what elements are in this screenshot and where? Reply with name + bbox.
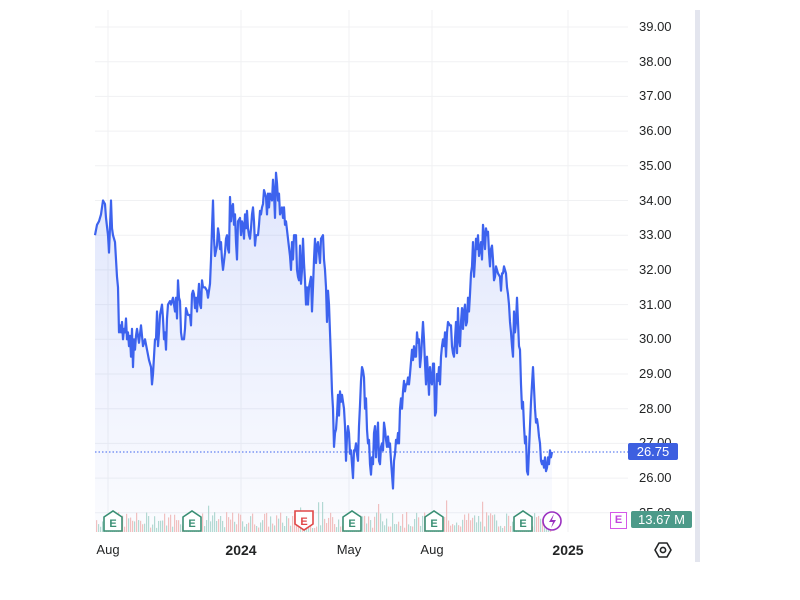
earnings-marker[interactable]: E <box>182 510 202 532</box>
y-tick-label: 33.00 <box>639 227 672 243</box>
earnings-marker[interactable]: E <box>103 510 123 532</box>
svg-text:E: E <box>348 518 355 530</box>
x-tick-label: Aug <box>420 542 444 557</box>
earnings-marker[interactable]: E <box>513 510 533 532</box>
svg-text:E: E <box>109 518 116 530</box>
settings-icon[interactable] <box>654 541 672 559</box>
x-tick-label: 2025 <box>552 542 584 558</box>
x-tick-label: May <box>336 542 362 557</box>
y-tick-label: 30.00 <box>639 331 672 347</box>
y-tick-label: 35.00 <box>639 157 672 173</box>
y-tick-label: 32.00 <box>639 261 672 277</box>
right-scrollbar[interactable] <box>695 10 700 562</box>
current-price-tag: 26.75 <box>628 443 678 460</box>
svg-text:E: E <box>430 518 437 530</box>
svg-text:E: E <box>519 518 526 530</box>
y-tick-label: 34.00 <box>639 192 672 208</box>
y-tick-label: 29.00 <box>639 366 672 381</box>
earnings-marker[interactable]: E <box>424 510 444 532</box>
volume-tag: 13.67 M <box>631 511 692 528</box>
x-tick-label: Aug <box>96 542 120 557</box>
y-tick-label: 31.00 <box>639 296 672 312</box>
y-tick-label: 38.00 <box>639 53 672 69</box>
y-tick-label: 28.00 <box>639 400 672 416</box>
upcoming-earnings-marker[interactable]: E <box>610 512 627 529</box>
y-tick-label: 39.00 <box>639 19 672 34</box>
y-tick-label: 36.00 <box>639 123 672 139</box>
y-tick-label: 26.00 <box>639 470 672 486</box>
price-area <box>95 172 552 532</box>
svg-text:E: E <box>188 518 195 530</box>
price-line <box>93 171 554 490</box>
earnings-marker[interactable]: E <box>294 510 314 531</box>
flash-icon[interactable] <box>542 511 562 531</box>
x-tick-label: 2024 <box>225 542 257 558</box>
svg-text:E: E <box>300 516 307 528</box>
earnings-marker[interactable]: E <box>342 510 362 532</box>
y-tick-label: 37.00 <box>639 88 672 104</box>
